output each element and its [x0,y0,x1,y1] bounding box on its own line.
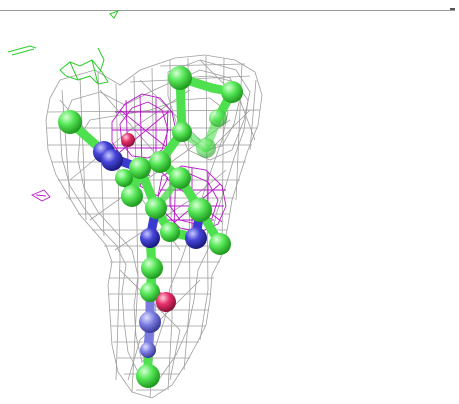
corner-tick-mark [450,8,455,10]
green-density-mesh [7,10,120,85]
gray-density-mesh [45,54,263,399]
atom-spheres [58,66,243,388]
top-divider-line [0,10,455,11]
